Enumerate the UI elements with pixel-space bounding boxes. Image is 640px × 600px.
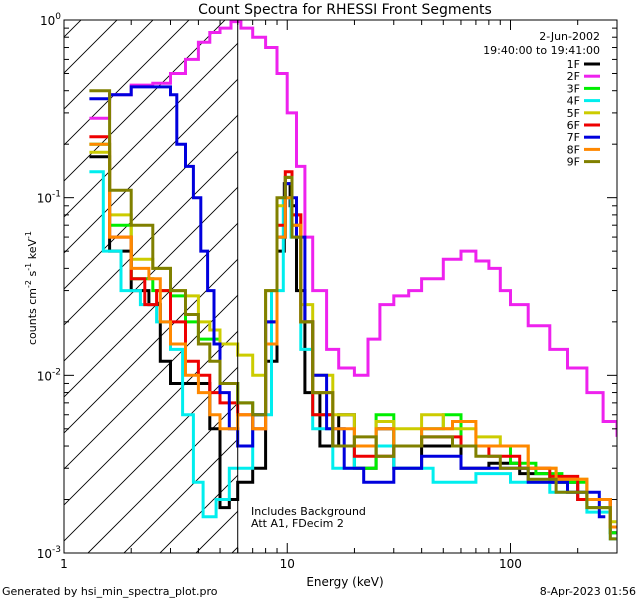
date-label: 2-Jun-2002 [539, 30, 600, 43]
legend-label-9F: 9F [567, 156, 580, 169]
hatch-line [64, 330, 238, 506]
hatch-line [123, 438, 238, 553]
x-tick-label: 1 [60, 557, 68, 571]
y-axis-label: counts cm-2 s-1 keV-1 [24, 231, 39, 345]
x-tick-label: 10 [280, 557, 295, 571]
y-tick-label: 10-1 [37, 190, 61, 206]
legend-label-5F: 5F [567, 107, 580, 120]
hatch-line [64, 114, 238, 290]
hatch-line [64, 78, 238, 254]
legend-label-6F: 6F [567, 119, 580, 132]
y-tick-label: 100 [40, 12, 61, 28]
series-line-9F [89, 89, 617, 541]
legend-label-4F: 4F [567, 95, 580, 108]
x-axis-tick-labels: 1 10 100 [60, 557, 522, 571]
hatch-line [64, 258, 238, 434]
x-tick-label: 100 [499, 557, 522, 571]
footer-generator: Generated by hsi_min_spectra_plot.pro [2, 585, 218, 598]
hatch-line [64, 42, 238, 218]
legend-label-7F: 7F [567, 131, 580, 144]
y-axis-tick-labels: 100 10-1 10-2 10-3 [37, 12, 62, 561]
y-axis-ticks [64, 19, 617, 554]
y-tick-label: 10-3 [37, 545, 61, 561]
hatch-line [64, 366, 238, 542]
chart-title: Count Spectra for RHESSI Front Segments [198, 2, 492, 18]
series-line-3F [89, 142, 617, 535]
legend-label-3F: 3F [567, 82, 580, 95]
series-line-4F [89, 170, 617, 541]
hatch-line [64, 20, 190, 146]
time-range-label: 19:40:00 to 19:41:00 [483, 44, 600, 57]
hatched-background-region [64, 20, 238, 553]
plot-frame [63, 19, 618, 554]
background-note: Includes Background [251, 505, 366, 518]
attenuator-note: Att A1, FDecim 2 [251, 517, 344, 530]
hatch-line [87, 402, 238, 553]
legend-label-2F: 2F [567, 70, 580, 83]
series-lines [89, 20, 617, 541]
series-line-1F [89, 155, 617, 535]
legend-label-8F: 8F [567, 143, 580, 156]
hatch-line [64, 20, 82, 38]
series-line-2F [89, 20, 617, 437]
hatch-line [64, 294, 238, 470]
x-axis-ticks [63, 20, 618, 553]
hatch-line [64, 150, 238, 326]
hatch-line [64, 20, 154, 110]
hatch-line [64, 186, 238, 362]
footer-timestamp: 8-Apr-2023 01:56 [540, 585, 636, 598]
legend-label-1F: 1F [567, 58, 580, 71]
x-axis-label: Energy (keV) [306, 575, 383, 589]
y-tick-label: 10-2 [37, 367, 61, 383]
hatch-line [64, 222, 238, 398]
